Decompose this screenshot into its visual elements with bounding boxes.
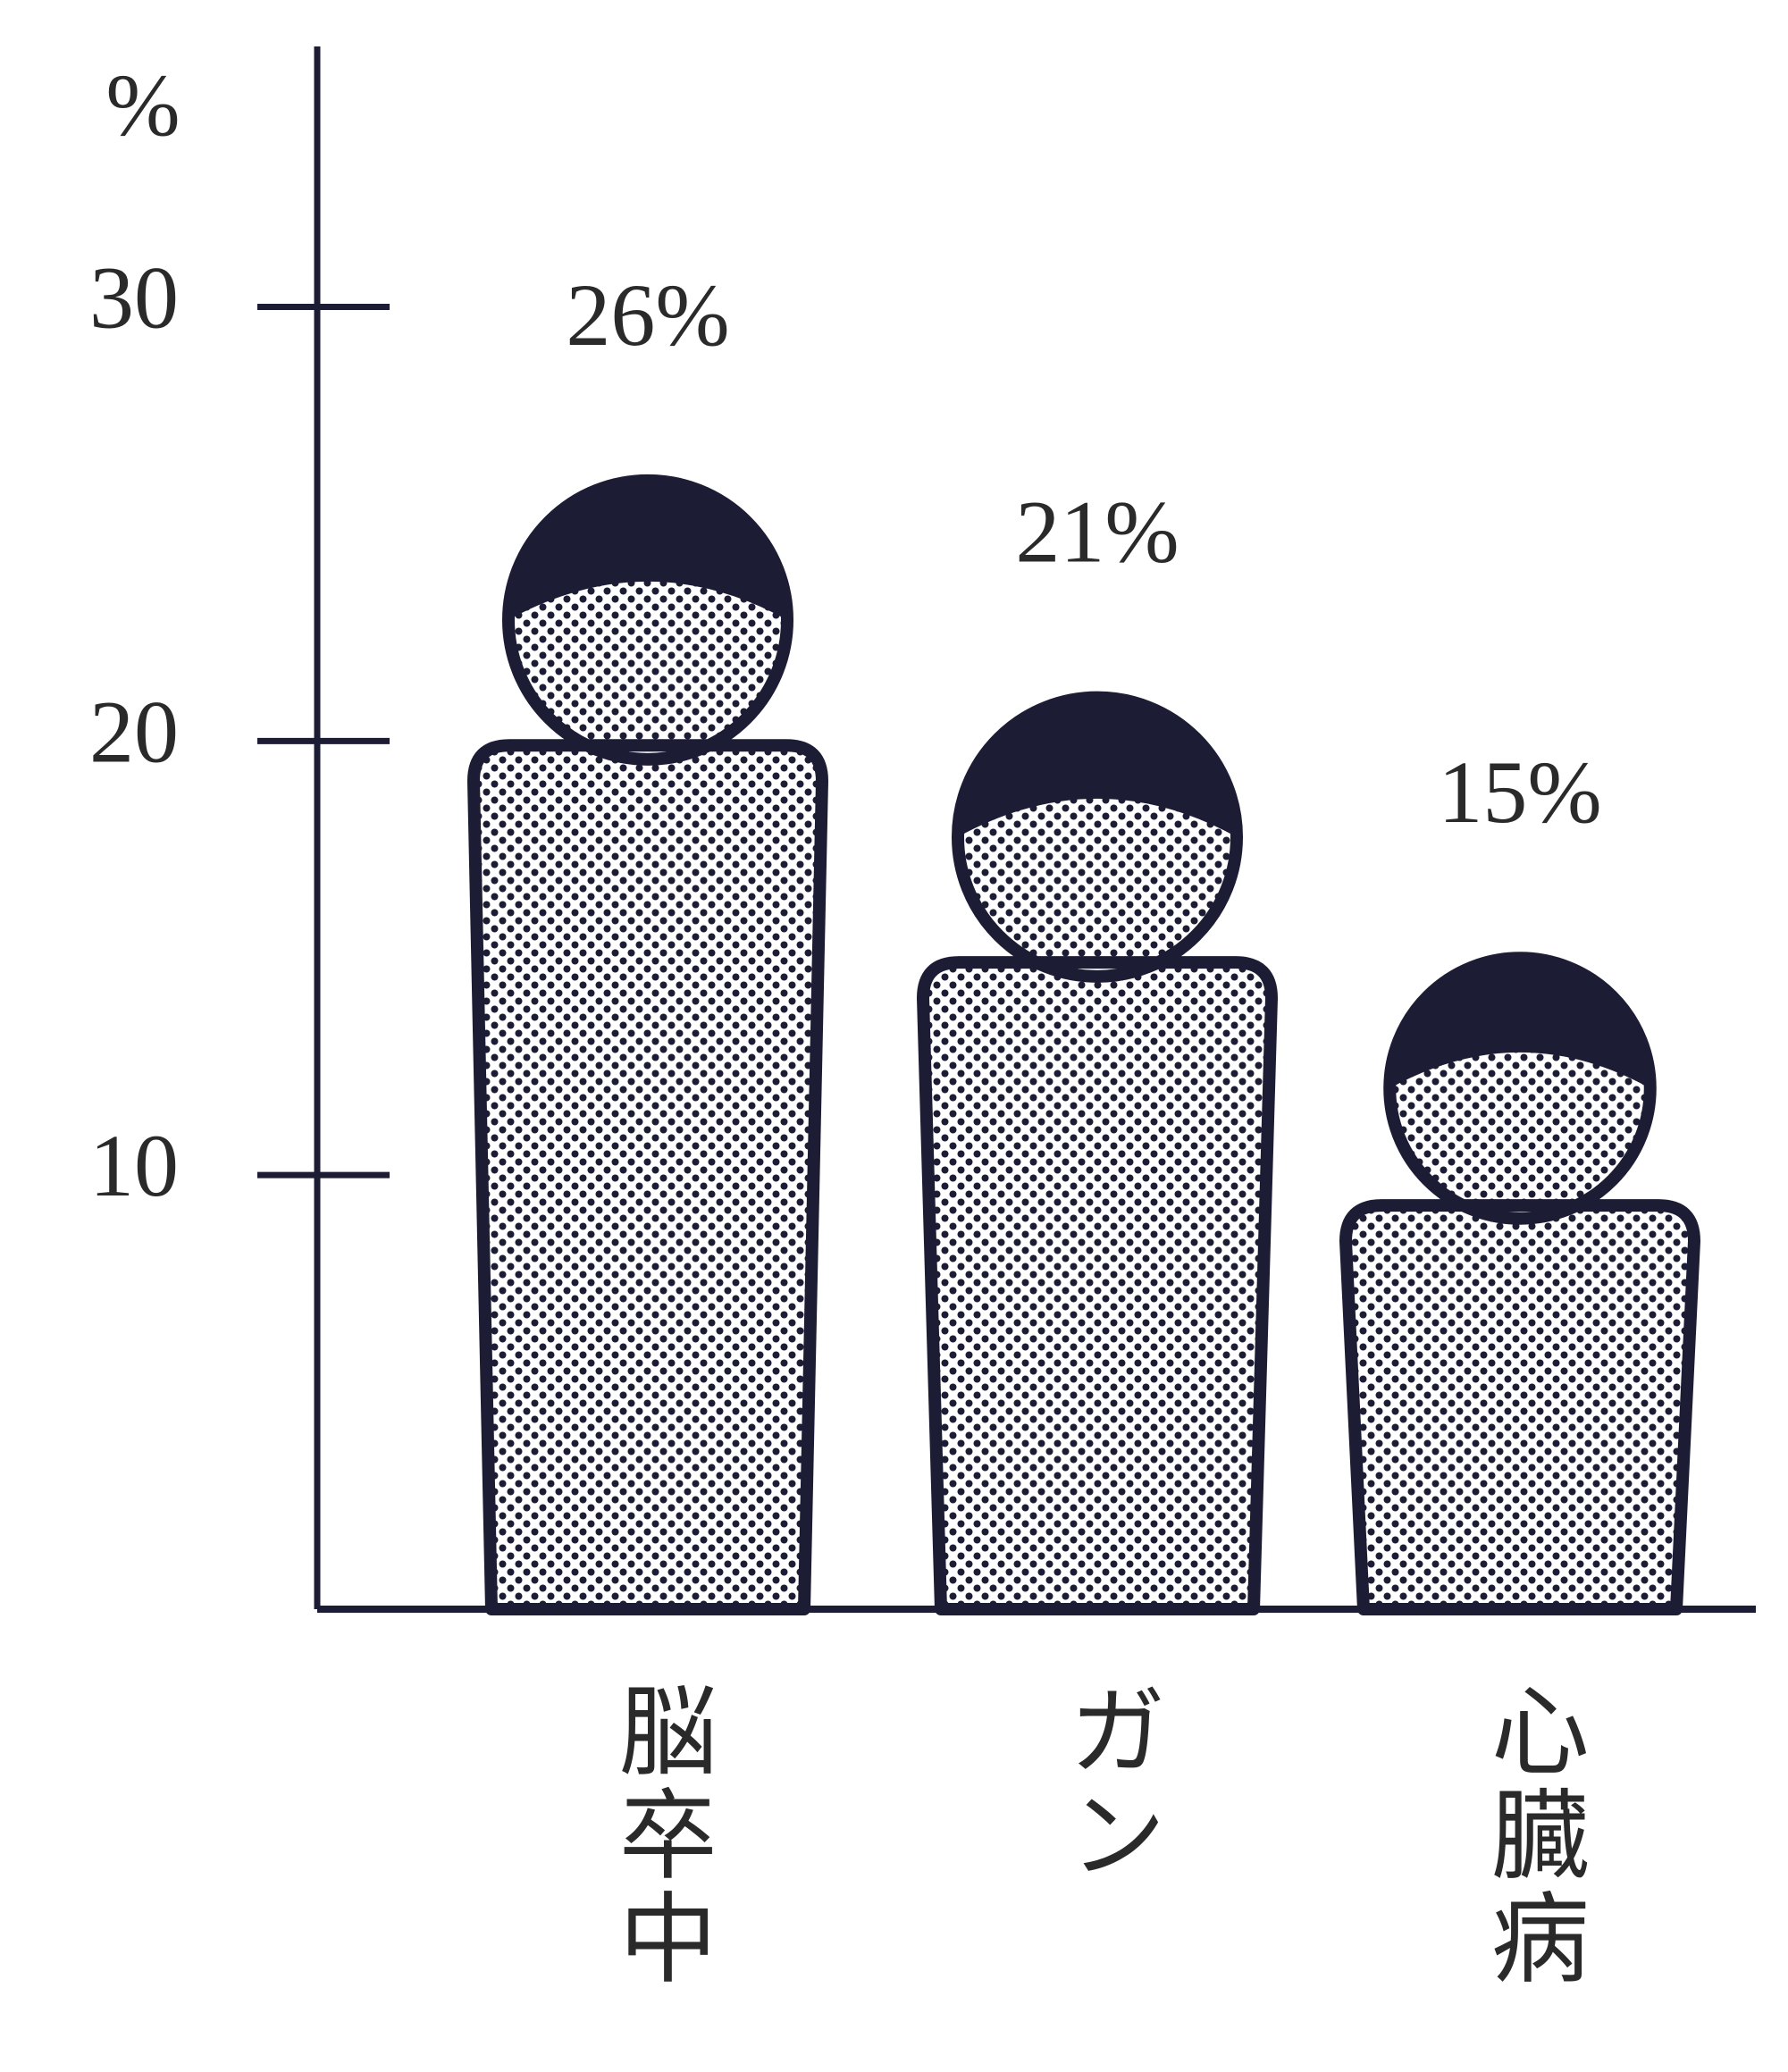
value-label: 21%	[1015, 482, 1179, 582]
pictogram	[467, 474, 828, 1615]
x-tick-label: 脳卒中	[604, 1680, 715, 1991]
x-tick-label: ガン	[1053, 1680, 1163, 1887]
pictogram	[1339, 952, 1700, 1615]
hair	[508, 480, 787, 620]
value-label: 26%	[566, 265, 729, 365]
y-tick-label: 10	[89, 1116, 179, 1215]
hair	[958, 697, 1237, 837]
y-tick-label: 20	[89, 682, 179, 781]
pictogram	[917, 691, 1278, 1615]
hair	[1389, 958, 1650, 1088]
value-label: 15%	[1438, 742, 1601, 842]
y-axis-unit: %	[105, 55, 180, 155]
x-tick-label: 心臓病	[1476, 1680, 1587, 1991]
y-tick-label: 30	[89, 247, 179, 347]
